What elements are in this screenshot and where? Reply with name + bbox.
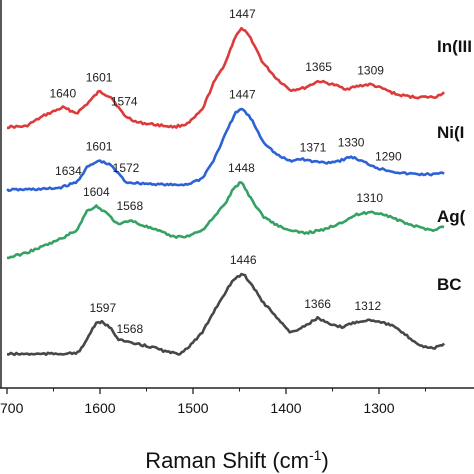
peak-label: 1640: [49, 87, 76, 101]
peak-label: 1568: [116, 199, 143, 213]
peak-label: 1330: [338, 136, 365, 150]
peak-label: 1309: [357, 64, 384, 78]
peak-label: 1597: [89, 301, 116, 315]
legend-layer: In(III Ni(I Ag( BC: [437, 37, 472, 294]
series-line-3: [6, 181, 445, 260]
peak-label: 1604: [83, 185, 110, 199]
peak-label: 1601: [86, 140, 113, 154]
series-line-2: [6, 107, 445, 192]
peak-label: 1446: [230, 253, 257, 267]
peak-label: 1290: [375, 149, 402, 163]
peak-label: 1371: [300, 141, 327, 155]
series-line-1: [7, 26, 445, 130]
x-axis: 700 1600 1500 1400 1300: [0, 0, 474, 416]
series-label-3: Ag(: [437, 207, 466, 226]
x-tick-label: 1400: [270, 400, 301, 416]
peak-label: 1634: [55, 164, 82, 178]
x-tick-label: 1300: [363, 400, 394, 416]
peak-label: 1448: [228, 161, 255, 175]
series-line-4: [6, 272, 446, 357]
series-label-1: In(III: [437, 37, 472, 56]
x-tick-label: 700: [0, 400, 24, 416]
peak-label: 1365: [305, 60, 332, 74]
peak-label: 1601: [86, 70, 113, 84]
peak-label: 1366: [304, 297, 331, 311]
series-layer: [6, 26, 446, 357]
peak-label: 1447: [229, 88, 256, 102]
x-tick-label: 1600: [84, 400, 115, 416]
series-label-2: Ni(I: [437, 123, 464, 142]
x-tick-label: 1500: [177, 400, 208, 416]
peak-label: 1574: [111, 95, 138, 109]
peak-label: 1310: [356, 191, 383, 205]
peak-label: 1447: [229, 7, 256, 21]
x-axis-label: Raman Shift (cm-1): [145, 447, 329, 473]
peak-label: 1312: [354, 299, 381, 313]
series-label-4: BC: [437, 275, 462, 294]
peak-label: 1572: [113, 161, 140, 175]
peak-label: 1568: [116, 322, 143, 336]
